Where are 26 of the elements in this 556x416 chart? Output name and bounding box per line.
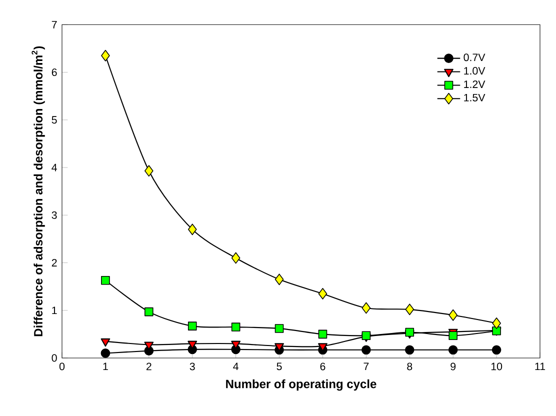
x-tick-label: 10: [491, 362, 502, 370]
x-tick-label: 2: [146, 362, 152, 370]
x-tick-label: 5: [276, 362, 282, 370]
x-tick-label: 3: [190, 362, 195, 370]
x-tick-label: 0: [59, 362, 65, 370]
y-tick-label: 4: [52, 164, 57, 172]
legend-label: 1.5V: [464, 94, 486, 102]
x-axis-title: Number of operating cycle: [226, 379, 376, 391]
y-tick-label: 1: [52, 306, 57, 314]
y-tick-label: 6: [52, 68, 57, 76]
x-tick-label: 11: [535, 362, 546, 370]
legend-label: 0.7V: [464, 54, 486, 62]
x-tick-label: 8: [407, 362, 412, 370]
y-tick-label: 7: [52, 20, 57, 28]
x-tick-label: 9: [450, 362, 456, 370]
x-tick-label: 4: [233, 362, 238, 370]
y-tick-label: 3: [52, 211, 57, 219]
x-tick-label: 7: [364, 362, 369, 370]
legend-label: 1.0V: [464, 67, 486, 75]
x-tick-label: 6: [320, 362, 326, 370]
y-tick-label: 0: [52, 354, 57, 362]
x-tick-label: 1: [103, 362, 108, 370]
y-tick-label: 2: [52, 259, 57, 266]
legend-label: 1.2V: [464, 80, 486, 88]
y-tick-label: 5: [52, 116, 57, 124]
y-axis-title: Difference of adsorption and desorption (mmol/m$^{2}$): [32, 46, 45, 336]
